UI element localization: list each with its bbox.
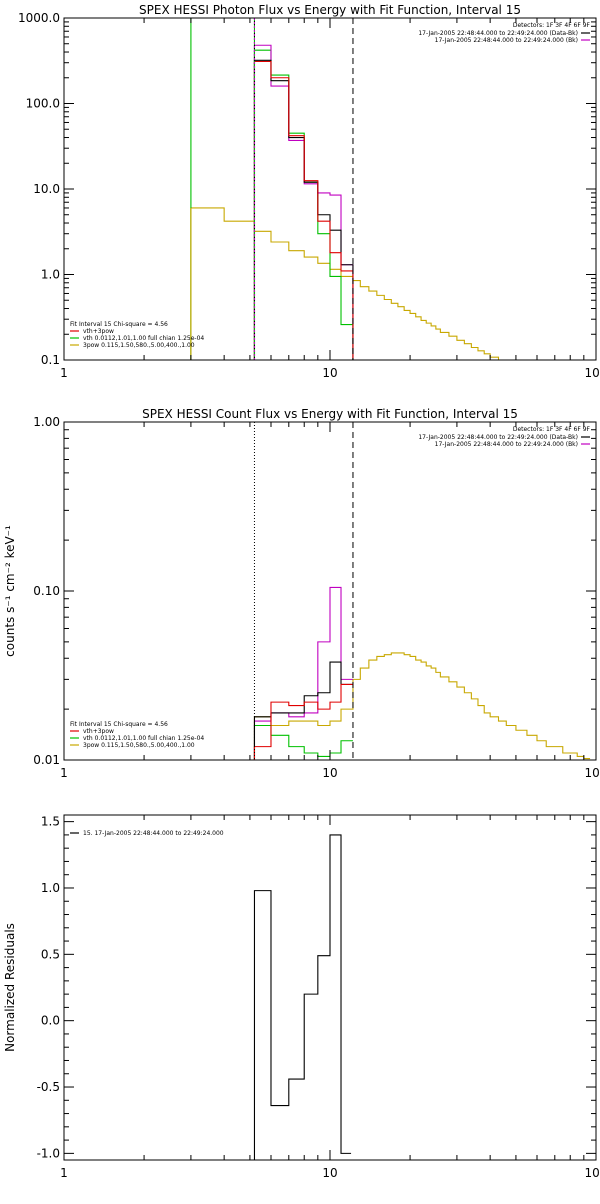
series-1-line [190,207,516,360]
x-tick-label: 1 [60,366,68,380]
x-tick-label: 1 [60,1166,68,1180]
legend-left-entry: vth+3pow [83,328,114,335]
y-tick-label: -1.0 [37,1146,60,1160]
y-tick-label: 1.5 [41,815,60,829]
y-tick-label: 1.0 [41,881,60,895]
y-tick-label: -0.5 [37,1080,60,1094]
legend-detectors: Detectors: 1F 3F 4F 6F 9F [513,426,591,433]
y-axis-ticks [64,429,596,761]
series-group [190,18,516,360]
y-tick-label: 0.1 [41,353,60,367]
y-tick-label: 1000.0 [18,11,60,25]
series-group [253,586,591,760]
series-1-line [253,834,352,1160]
y-tick-label: 0.01 [33,753,60,767]
x-tick-label: 10 [322,1166,337,1180]
y-tick-label: 1.00 [33,415,60,429]
y-tick-label: 0.0 [41,1014,60,1028]
y-tick-label: 0.10 [33,584,60,598]
x-axis-ticks [63,815,585,1160]
chart-title: SPEX HESSI Count Flux vs Energy with Fit… [142,407,518,421]
legend-left-entry: 3pow 0.115,1.50,580.,5.00,400.,1.00 [83,742,195,749]
x-tick-label: 100 [585,766,600,780]
x-axis-ticks [63,18,585,360]
legend-left-entry: 15. 17-Jan-2005 22:48:44.000 to 22:49:24… [83,830,224,837]
legend-right-entry: 17-Jan-2005 22:48:44.000 to 22:49:24.000… [418,434,578,441]
x-tick-label: 1 [60,766,68,780]
series-3-line [253,586,353,760]
y-axis-label: counts s⁻¹ cm⁻² keV⁻¹ [3,525,17,657]
x-tick-label: 10 [322,766,337,780]
series-5-line [253,683,353,760]
legend-fit-header: Fit Interval 15 Chi-square = 4.56 [70,321,168,328]
series-1-line [253,652,591,760]
panel-2: SPEX HESSI Count Flux vs Energy with Fit… [3,407,600,780]
legend-left-entry: 3pow 0.115,1.50,580.,5.00,400.,1.00 [83,342,195,349]
legend-left-entry: vth 0.0112,1.01,1.00 full chian 1.25e-04 [83,735,204,742]
x-tick-label: 100 [585,366,600,380]
legend-right-entry: 17-Jan-2005 22:48:44.000 to 22:49:24.000… [435,37,578,44]
series-2-line [253,724,353,760]
legend-right-entry: 17-Jan-2005 22:48:44.000 to 22:49:24.000… [435,441,578,448]
chart-title: SPEX HESSI Photon Flux vs Energy with Fi… [139,3,521,17]
x-tick-label: 100 [585,1166,600,1180]
y-tick-label: 10.0 [33,182,60,196]
series-3-line [253,44,354,360]
x-tick-label: 10 [322,366,337,380]
series-group [253,834,352,1160]
legend-detectors: Detectors: 1F 3F 4F 6F 9F [513,22,591,29]
y-axis-ticks [64,21,596,361]
series-2-line [253,49,354,360]
y-axis-ticks [64,821,596,1154]
plot-frame [63,17,597,361]
series-4-line [253,59,354,360]
x-axis-ticks [63,422,585,760]
y-tick-label: 100.0 [26,97,60,111]
series-5-line [253,60,354,360]
legend-left-entry: vth 0.0112,1.01,1.00 full chian 1.25e-04 [83,335,204,342]
panel-3: Normalized Residuals 1 10 100 -1.0 -0.5 0.0 0.5… [3,814,600,1180]
legend-right-entry: 17-Jan-2005 22:48:44.000 to 22:49:24.000… [418,30,578,37]
y-axis-label: Normalized Residuals [3,923,17,1052]
panel-1: SPEX HESSI Photon Flux vs Energy with Fi… [18,3,600,380]
y-tick-label: 0.5 [41,947,60,961]
legend-left-entry: vth+3pow [83,728,114,735]
y-tick-label: 1.0 [41,268,60,282]
legend-fit-header: Fit Interval 15 Chi-square = 4.56 [70,721,168,728]
